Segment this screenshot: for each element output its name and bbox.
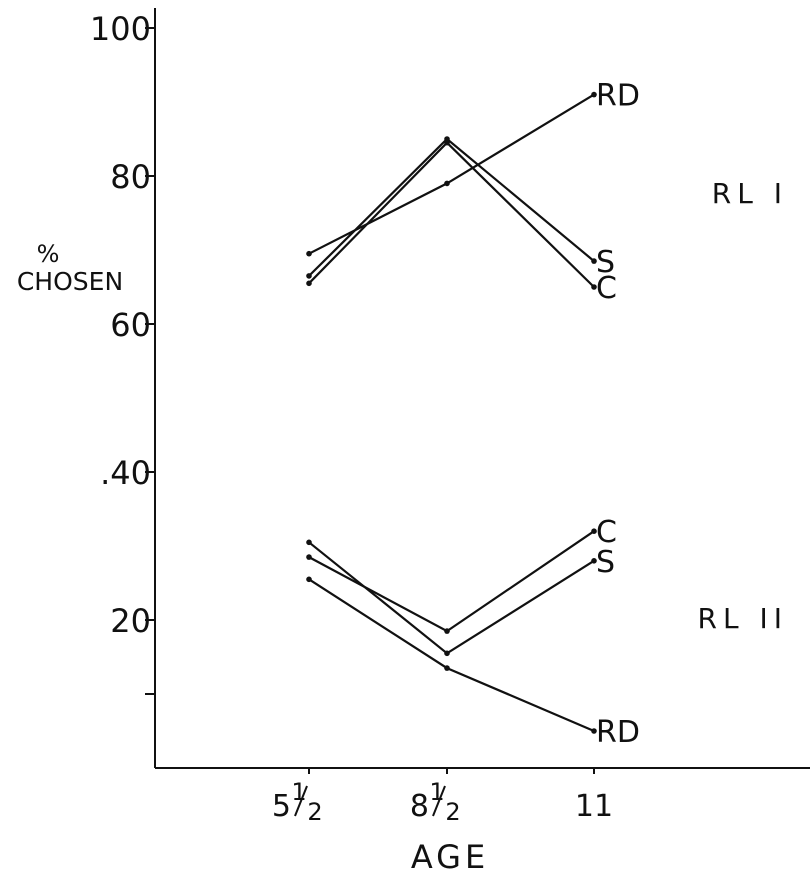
series-line-c xyxy=(308,141,595,288)
y-tick-group: 100 80 60 .40 20 xyxy=(90,10,155,695)
panel-label-rl-ii: RL II xyxy=(698,602,788,635)
x-tick-whole: 11 xyxy=(575,789,613,824)
y-tick-label: 20 xyxy=(110,602,151,640)
panel-label-rl-i: RL I xyxy=(712,177,788,210)
x-tick-denominator: 2 xyxy=(307,798,322,826)
x-tick-denominator: 2 xyxy=(445,798,460,826)
data-point xyxy=(591,258,597,264)
data-point xyxy=(444,180,450,187)
x-tick-whole: 8 xyxy=(410,789,429,824)
data-point xyxy=(306,554,312,560)
data-point xyxy=(306,576,312,583)
series-line-c xyxy=(308,530,595,633)
data-point xyxy=(591,728,597,734)
data-point xyxy=(306,273,312,279)
data-point xyxy=(444,650,450,657)
data-point xyxy=(306,250,312,257)
x-tick-label: 5 12 xyxy=(272,778,323,826)
y-tick-label: 60 xyxy=(110,306,151,344)
y-tick-label: 100 xyxy=(90,10,151,48)
data-point xyxy=(306,280,312,287)
x-tick-group: 5 12 8 12 11 xyxy=(272,768,613,826)
series-end-label: S xyxy=(596,245,615,280)
series-end-label: RD xyxy=(596,715,640,750)
series-line-rd xyxy=(308,93,595,255)
series-line-s xyxy=(308,137,595,277)
y-axis-label-symbol: % xyxy=(37,240,60,268)
data-point xyxy=(444,628,450,634)
data-point xyxy=(591,91,597,98)
x-tick-label: 8 12 xyxy=(410,778,461,826)
series-line-rd xyxy=(308,578,595,733)
y-tick-label: 80 xyxy=(110,158,151,196)
data-point xyxy=(444,665,450,671)
x-tick-fraction-slash xyxy=(294,785,308,817)
x-tick-whole: 5 xyxy=(272,789,291,824)
data-point xyxy=(591,528,597,534)
series-end-label: C xyxy=(596,515,617,550)
series-end-label: RD xyxy=(596,79,640,114)
series-end-label: C xyxy=(596,271,617,306)
y-axis-label: CHOSEN xyxy=(17,267,123,296)
data-point xyxy=(444,139,450,146)
series-end-label: S xyxy=(596,545,615,580)
x-axis-label: AGE xyxy=(411,838,489,876)
data-point xyxy=(591,558,597,564)
data-point xyxy=(591,284,597,290)
x-tick-label: 11 xyxy=(575,789,613,824)
x-tick-fraction-slash xyxy=(432,785,446,817)
y-tick-label: .40 xyxy=(100,454,151,492)
data-point xyxy=(306,539,312,546)
